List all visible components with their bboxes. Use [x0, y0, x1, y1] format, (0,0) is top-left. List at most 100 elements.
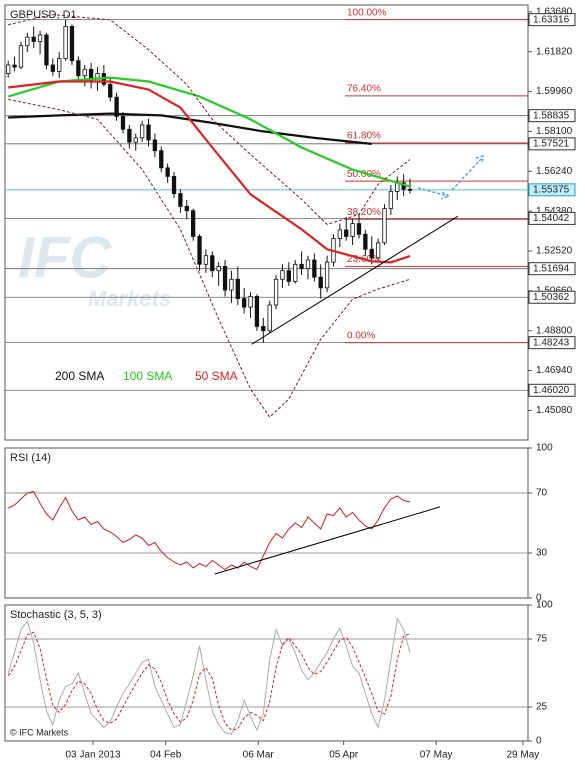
forecast-arrows: [417, 154, 484, 200]
candle-body: [190, 210, 196, 237]
candle-body: [229, 278, 234, 291]
candle-body: [286, 270, 291, 282]
level-box: [528, 109, 576, 123]
series-line: [8, 99, 411, 418]
level-label: 1.46020: [533, 385, 570, 396]
candle-body: [44, 34, 49, 66]
candle-body: [127, 128, 132, 143]
legend-entry: 100 SMA: [123, 369, 172, 383]
candle-body: [18, 45, 24, 68]
y-tick-label: 1.58100: [536, 126, 573, 137]
watermark: IFC: [18, 225, 113, 290]
y-tick-label: 1.52520: [536, 246, 573, 257]
candle-body: [114, 96, 119, 117]
x-tick-label: 06 Mar: [243, 750, 275, 761]
candle-body: [369, 248, 374, 259]
level-box: [528, 383, 576, 397]
candle-body: [178, 193, 183, 207]
x-tick-label: 05 Apr: [329, 750, 359, 761]
candle-body: [222, 266, 228, 291]
candle-body: [69, 26, 75, 62]
level-label: 1.51694: [533, 263, 570, 274]
candle-body: [152, 139, 158, 152]
series-line: [8, 80, 411, 264]
candle-body: [318, 276, 323, 289]
candle-body: [324, 261, 330, 289]
candle-body: [350, 223, 355, 237]
level-label: 1.54042: [533, 213, 570, 224]
candle-body: [133, 137, 138, 143]
candle-body: [299, 263, 304, 269]
candle-body: [273, 278, 279, 306]
candle-body: [293, 263, 298, 282]
candle-body: [50, 64, 55, 72]
y-tick-label: 1.59960: [536, 86, 573, 97]
candle-body: [312, 259, 317, 278]
level-label: 1.63316: [533, 14, 570, 25]
candle-body: [388, 191, 394, 209]
series-line: [8, 14, 411, 225]
candle-body: [6, 64, 11, 74]
candle-body: [146, 124, 151, 141]
fib-label: 38.20%: [347, 207, 381, 218]
y-tick-label: 1.61820: [536, 46, 573, 57]
y-tick-label: 1.46940: [536, 365, 573, 376]
candle-body: [203, 255, 209, 265]
arrow: [451, 157, 483, 191]
x-tick-label: 29 May: [506, 750, 539, 761]
fib-label: 50.00%: [347, 169, 381, 180]
panel-title: GBPUSD, D1: [10, 9, 77, 21]
candle-body: [242, 298, 247, 308]
panel-title: Stochastic (3, 5, 3): [10, 609, 102, 621]
y-tick-label: 75: [536, 634, 548, 645]
trendline: [251, 215, 459, 345]
trendline: [214, 506, 441, 575]
panel-title: RSI (14): [10, 452, 51, 464]
level-box: [528, 262, 576, 276]
candle-body: [76, 60, 81, 77]
y-tick-label: 70: [536, 488, 548, 499]
candle-body: [25, 36, 30, 47]
candle-body: [63, 26, 68, 59]
series-line: [7, 490, 411, 571]
panel: [4, 447, 529, 599]
candle-body: [305, 259, 311, 269]
candle-body: [337, 229, 343, 239]
candle-body: [165, 167, 170, 177]
candle-body: [108, 83, 113, 98]
current-price-box: [528, 183, 576, 197]
y-tick-label: 30: [536, 548, 548, 559]
fib-label: 100.00%: [347, 7, 387, 18]
level-label: 1.48243: [533, 337, 570, 348]
candle-body: [382, 208, 387, 244]
arrow-head: [475, 154, 484, 165]
level-box: [528, 336, 576, 350]
level-box: [528, 211, 576, 225]
fib-label: 61.80%: [347, 131, 381, 142]
series-line: [8, 112, 372, 145]
level-label: 1.58835: [533, 110, 570, 121]
candle-body: [375, 242, 381, 259]
candle-body: [197, 236, 202, 265]
level-label: 1.50362: [533, 292, 570, 303]
fib-label: 76.40%: [347, 84, 381, 95]
y-tick-label: 1.48800: [536, 325, 573, 336]
candle-body: [235, 278, 240, 299]
series-line: [7, 76, 411, 188]
candle-body: [171, 176, 177, 194]
legend-entry: 50 SMA: [195, 369, 238, 383]
y-tick-label: 25: [536, 702, 548, 713]
legend-entry: 200 SMA: [55, 369, 104, 383]
y-tick-label: 0: [536, 736, 542, 747]
level-box: [528, 13, 576, 27]
candle-body: [139, 124, 145, 139]
y-tick-label: 1.45080: [536, 405, 573, 416]
arrow-head: [440, 191, 451, 200]
candle-body: [248, 296, 253, 308]
candle-body: [57, 58, 62, 72]
candle-body: [12, 64, 17, 68]
candle-body: [280, 270, 285, 280]
series-line: [7, 631, 411, 731]
fib-label: 0.00%: [347, 330, 375, 341]
current-price-label: 1.55375: [533, 184, 570, 195]
